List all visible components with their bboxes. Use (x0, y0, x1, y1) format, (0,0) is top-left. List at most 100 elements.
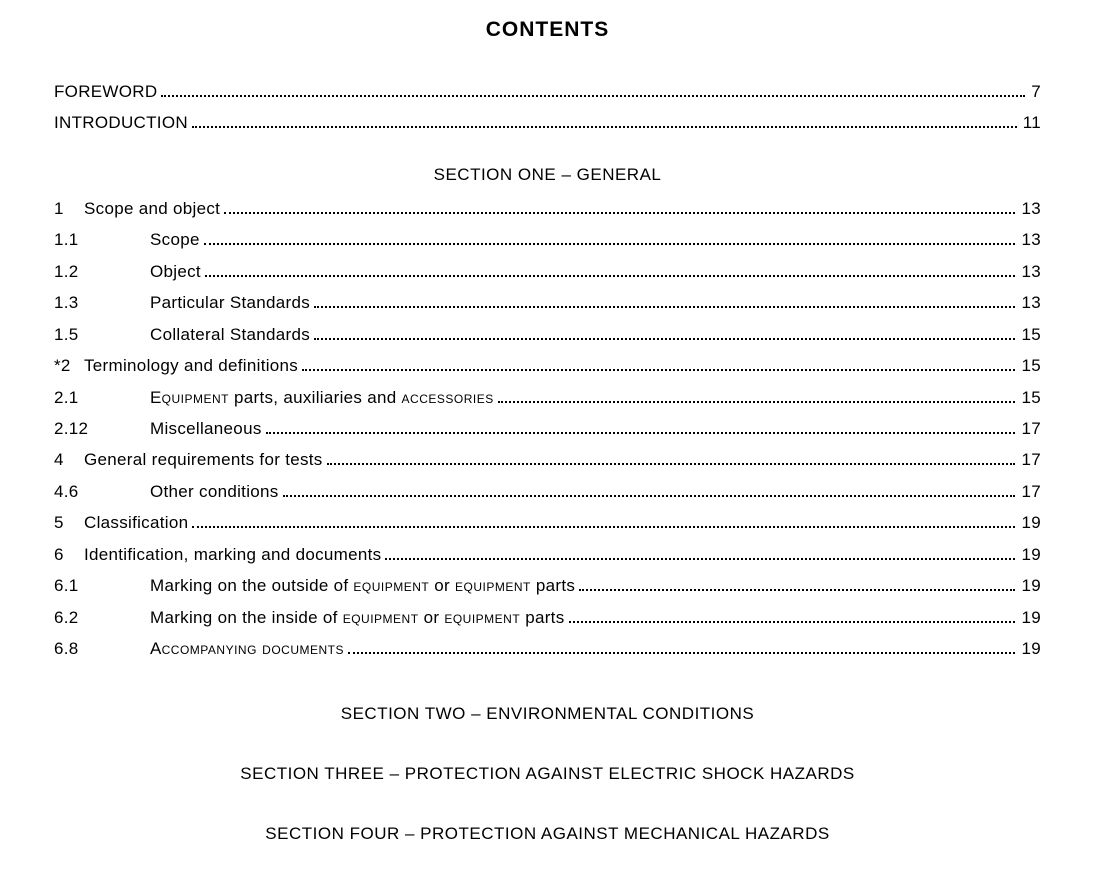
toc-section-heading: SECTION TWO – ENVIRONMENTAL CONDITIONS (54, 704, 1041, 724)
toc-leader-dots (314, 306, 1015, 308)
toc-leader-dots (348, 652, 1016, 654)
toc-entry-page: 17 (1019, 444, 1041, 475)
toc-entry-number: 1.1 (54, 224, 106, 255)
toc-leader-dots (161, 95, 1025, 97)
toc-entry-label: Identification, marking and documents (84, 539, 381, 570)
toc-entry-page: 13 (1019, 193, 1041, 224)
toc-entry-number: 6.2 (54, 602, 106, 633)
toc-entry-page: 11 (1021, 107, 1041, 138)
toc-entry: 6.8Accompanying documents19 (54, 633, 1041, 664)
toc-entry-label: Classification (84, 507, 188, 538)
toc-entry-number: 1.5 (54, 319, 106, 350)
toc-leader-dots (569, 621, 1016, 623)
toc-entry-number: 6.8 (54, 633, 106, 664)
toc-entry-number: *2 (54, 350, 84, 381)
toc-entry-label: FOREWORD (54, 76, 157, 107)
toc-leader-dots (205, 275, 1016, 277)
toc-entry-number: 2.12 (54, 413, 106, 444)
toc-entry-label-wrap: Scope and object (84, 193, 1019, 224)
toc-entry: 6.2 Marking on the inside of equipment or… (54, 602, 1041, 633)
toc-leader-dots (283, 495, 1016, 497)
toc-entry: 1.3 Particular Standards 13 (54, 287, 1041, 318)
toc-entry-page: 19 (1019, 570, 1041, 601)
toc-entry-label-wrap: Collateral Standards (106, 319, 1019, 350)
toc-entry-number: 4.6 (54, 476, 106, 507)
toc-entry: 1.1Scope13 (54, 224, 1041, 255)
toc-entry: FOREWORD 7 (54, 76, 1041, 107)
toc-entry-page: 13 (1019, 224, 1041, 255)
toc-entry-label-wrap: Marking on the outside of equipment or e… (106, 570, 1019, 601)
toc-entry: 5Classification 19 (54, 507, 1041, 538)
toc-entry-page: 17 (1019, 413, 1041, 444)
toc-entry-label: Collateral Standards (150, 319, 310, 350)
toc-entry-page: 7 (1029, 76, 1041, 107)
toc-leader-dots (385, 558, 1015, 560)
toc-entry-number: 1.3 (54, 287, 106, 318)
toc-leader-dots (302, 369, 1015, 371)
toc-entry-label-wrap: Object (106, 256, 1019, 287)
toc-section-heading: SECTION THREE – PROTECTION AGAINST ELECT… (54, 764, 1041, 784)
toc-front-matter: FOREWORD 7 INTRODUCTION 11 (54, 76, 1041, 139)
toc-entry: 2.1Equipment parts, auxiliaries and acce… (54, 382, 1041, 413)
toc-entry-label-wrap: INTRODUCTION (54, 107, 1021, 138)
toc-entry-label: Terminology and definitions (84, 350, 298, 381)
toc-entry: 6.1 Marking on the outside of equipment o… (54, 570, 1041, 601)
toc-entry-label-wrap: Classification (84, 507, 1019, 538)
toc-entry-page: 19 (1019, 507, 1041, 538)
toc-entry-number: 4 (54, 444, 84, 475)
toc-entry-label: Accompanying documents (150, 633, 344, 664)
toc-entry: 1Scope and object13 (54, 193, 1041, 224)
toc-entry-number: 6.1 (54, 570, 106, 601)
toc-leader-dots (314, 338, 1015, 340)
toc-leader-dots (327, 463, 1016, 465)
toc-leader-dots (224, 212, 1015, 214)
toc-entry-page: 15 (1019, 350, 1041, 381)
toc-entry-page: 13 (1019, 287, 1041, 318)
toc-leader-dots (192, 126, 1017, 128)
toc-entry-page: 15 (1019, 319, 1041, 350)
toc-entry-label-wrap: Miscellaneous (106, 413, 1019, 444)
toc-entry-number: 1 (54, 193, 84, 224)
toc-entry: INTRODUCTION 11 (54, 107, 1041, 138)
toc-entry-label-wrap: Scope (106, 224, 1019, 255)
toc-entry-label: General requirements for tests (84, 444, 323, 475)
toc-entry-number: 6 (54, 539, 84, 570)
toc-entry-label: Particular Standards (150, 287, 310, 318)
toc-entry-page: 17 (1019, 476, 1041, 507)
contents-title: CONTENTS (54, 18, 1041, 42)
toc-entry-label: Equipment parts, auxiliaries and accesso… (150, 382, 494, 413)
toc-entry-label-wrap: Marking on the inside of equipment or eq… (106, 602, 1019, 633)
toc-entry-label-wrap: FOREWORD (54, 76, 1029, 107)
toc-entry: 2.12Miscellaneous17 (54, 413, 1041, 444)
toc-entry-label-wrap: Other conditions (106, 476, 1019, 507)
toc-entry: 4.6 Other conditions 17 (54, 476, 1041, 507)
toc-entry-label: Marking on the inside of equipment or eq… (150, 602, 565, 633)
toc-entry-label-wrap: Accompanying documents (106, 633, 1019, 664)
toc-leader-dots (498, 401, 1016, 403)
toc-entry: 1.2 Object 13 (54, 256, 1041, 287)
toc-entry-label-wrap: Identification, marking and documents (84, 539, 1019, 570)
toc-entry: 6Identification, marking and documents 19 (54, 539, 1041, 570)
toc-entry-label-wrap: Terminology and definitions (84, 350, 1019, 381)
toc-leader-dots (266, 432, 1016, 434)
toc-entry-label-wrap: Equipment parts, auxiliaries and accesso… (106, 382, 1019, 413)
toc-body: SECTION ONE – GENERAL1Scope and object13… (54, 165, 1041, 845)
toc-leader-dots (192, 526, 1015, 528)
toc-leader-dots (579, 589, 1015, 591)
toc-entry: 4General requirements for tests 17 (54, 444, 1041, 475)
toc-entry-page: 13 (1019, 256, 1041, 287)
toc-entry-number: 5 (54, 507, 84, 538)
toc-entry: *2Terminology and definitions 15 (54, 350, 1041, 381)
toc-entry-label: Other conditions (150, 476, 279, 507)
toc-section-heading: SECTION FOUR – PROTECTION AGAINST MECHAN… (54, 824, 1041, 844)
toc-entry-page: 19 (1019, 602, 1041, 633)
toc-entry-number: 1.2 (54, 256, 106, 287)
toc-entry-label: Marking on the outside of equipment or e… (150, 570, 575, 601)
toc-entry-label: Object (150, 256, 201, 287)
toc-entry-page: 19 (1019, 539, 1041, 570)
toc-entry-label: INTRODUCTION (54, 107, 188, 138)
toc-entry-label-wrap: Particular Standards (106, 287, 1019, 318)
toc-leader-dots (204, 243, 1016, 245)
toc-entry: 1.5 Collateral Standards 15 (54, 319, 1041, 350)
toc-section-heading: SECTION ONE – GENERAL (54, 165, 1041, 185)
